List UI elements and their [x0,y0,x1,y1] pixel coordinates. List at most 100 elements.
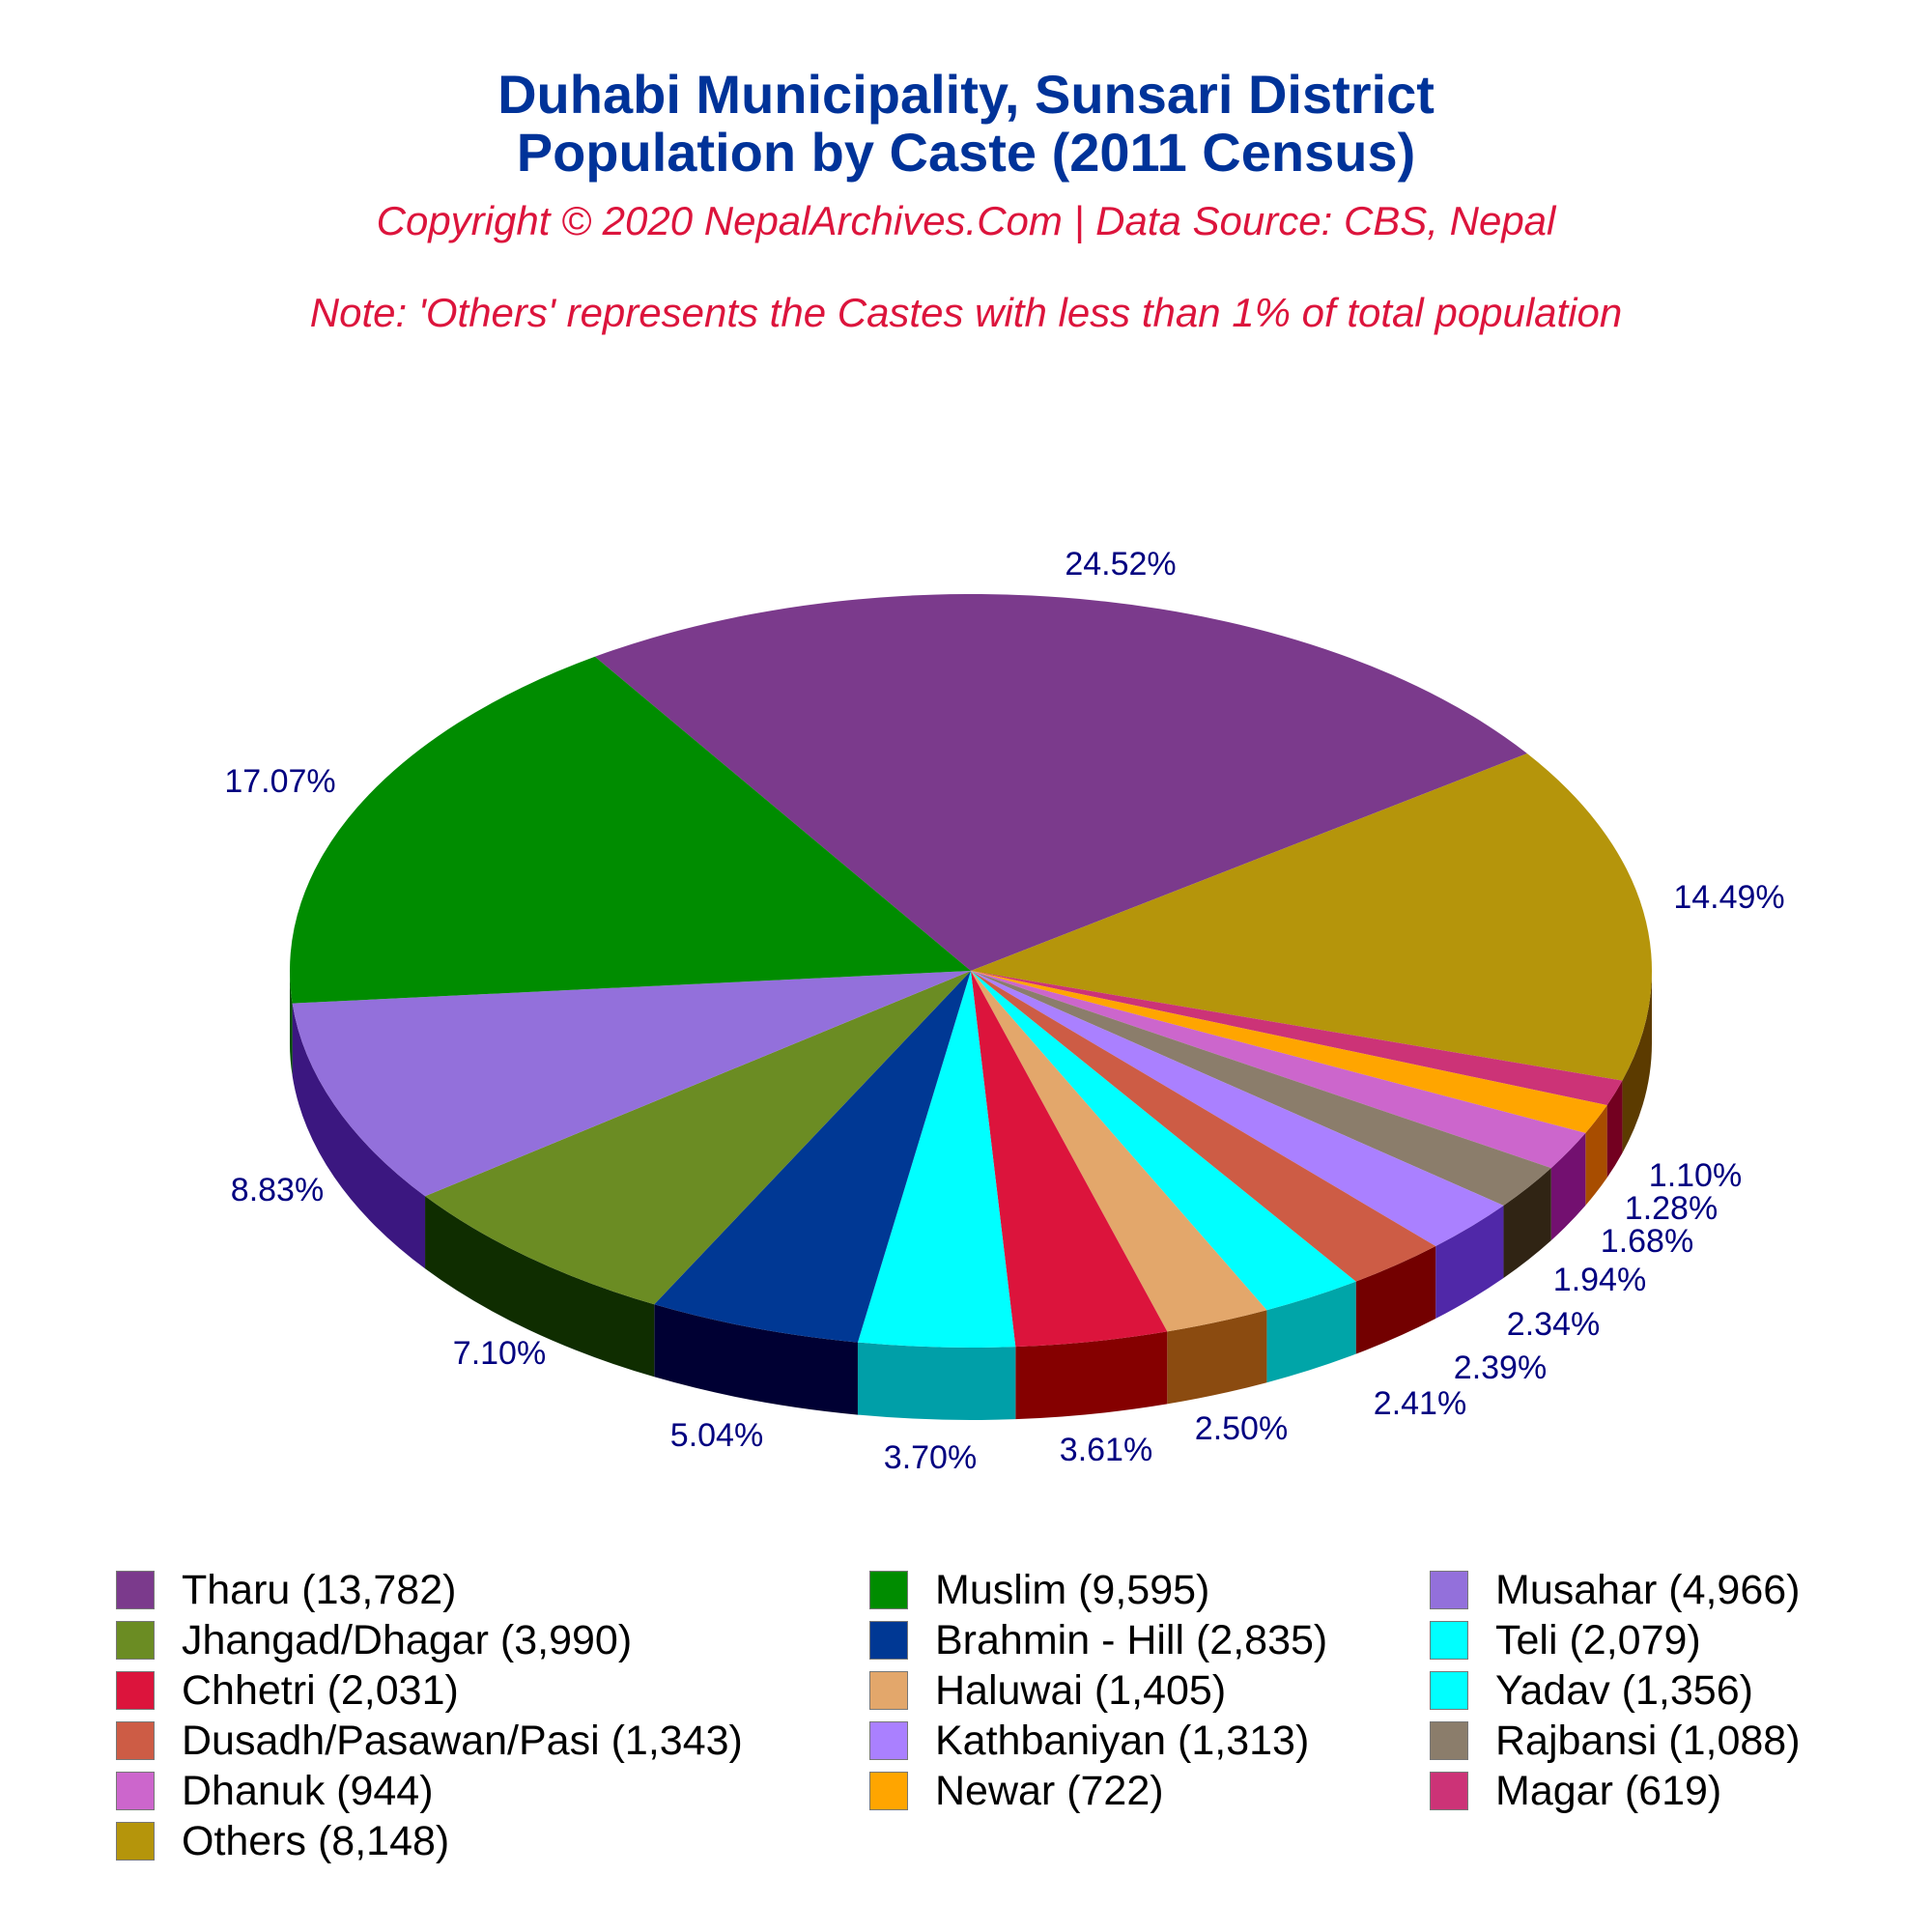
legend-label: Muslim (9,595) [935,1566,1210,1613]
pie-slice-side [1266,1281,1356,1383]
legend-label: Jhangad/Dhagar (3,990) [182,1616,633,1663]
legend-label: Musahar (4,966) [1495,1566,1801,1613]
pie-percent-label: 3.70% [884,1439,977,1476]
pie-percent-label: 2.50% [1195,1410,1288,1447]
legend-label: Dhanuk (944) [182,1767,434,1814]
legend-label: Magar (619) [1495,1767,1722,1814]
pie-slice-magar[interactable] [971,971,1623,1106]
pie-percent-label: 24.52% [1065,546,1176,582]
legend-swatch-icon [116,1772,155,1810]
legend-item: Musahar (4,966) [1430,1565,1801,1615]
pie-side-walls [290,971,1652,1420]
pie-percent-label: 1.68% [1601,1223,1693,1260]
legend-swatch-icon [116,1822,155,1861]
pie-slice-side [1585,1105,1607,1206]
copyright-text: Copyright © 2020 NepalArchives.Com | Dat… [376,198,1556,243]
legend-swatch-icon [869,1721,908,1760]
pie-slice-chhetri[interactable] [971,971,1168,1348]
legend-label: Newar (722) [935,1767,1164,1814]
pie-slice-yadav[interactable] [971,971,1356,1311]
legend-swatch-icon [869,1671,908,1710]
legend-swatch-icon [1430,1772,1468,1810]
legend-label: Brahmin - Hill (2,835) [935,1616,1328,1663]
pie-slice-side [1503,1168,1551,1278]
pie-slice-side [1622,971,1652,1153]
pie-slice-side [425,1196,655,1378]
legend-item: Others (8,148) [116,1816,449,1866]
legend-label: Rajbansi (1,088) [1495,1717,1801,1764]
legend-item: Dhanuk (944) [116,1766,434,1816]
pie-slice-kathbaniyan[interactable] [971,971,1504,1247]
pie-percent-label: 17.07% [224,763,335,800]
legend-item: Jhangad/Dhagar (3,990) [116,1615,632,1665]
pie-slice-side [1167,1310,1267,1405]
legend-swatch-icon [1430,1671,1468,1710]
pie-slice-dusadh-pasawan-pasi[interactable] [971,971,1436,1282]
legend-item: Haluwai (1,405) [869,1665,1226,1716]
pie-slice-dhanuk[interactable] [971,971,1586,1169]
pie-slice-side [290,971,293,1076]
legend-swatch-icon [869,1621,908,1660]
legend-swatch-icon [869,1772,908,1810]
note-text: Note: 'Others' represents the Castes wit… [309,290,1623,335]
legend-item: Teli (2,079) [1430,1615,1701,1665]
pie-slice-haluwai[interactable] [971,971,1267,1332]
pie-slice-newar[interactable] [971,971,1607,1133]
pie-slice-others[interactable] [971,753,1652,1081]
legend-label: Teli (2,079) [1495,1616,1701,1663]
pie-slice-side [1435,1205,1504,1320]
legend-item: Dusadh/Pasawan/Pasi (1,343) [116,1716,743,1766]
pie-slice-muslim[interactable] [289,656,971,1004]
pie-slice-musahar[interactable] [292,971,972,1197]
chart-title-line2: Population by Caste (2011 Census) [516,122,1416,183]
legend-item: Yadav (1,356) [1430,1665,1753,1716]
legend-swatch-icon [116,1721,155,1760]
chart-title-line1: Duhabi Municipality, Sunsari District [497,64,1435,125]
pie-slice-side [1606,1080,1623,1179]
pie-slice-side [292,1003,426,1269]
legend-swatch-icon [116,1671,155,1710]
legend-label: Dusadh/Pasawan/Pasi (1,343) [182,1717,743,1764]
pie-slice-side [857,1342,1016,1420]
legend-label: Yadav (1,356) [1495,1666,1753,1714]
legend-item: Newar (722) [869,1766,1164,1816]
pie-percent-label: 2.39% [1454,1350,1547,1386]
pie-percent-label: 3.61% [1060,1432,1152,1468]
legend-label: Haluwai (1,405) [935,1666,1227,1714]
pie-percent-label: 7.10% [453,1335,546,1372]
legend-swatch-icon [1430,1721,1468,1760]
pie-slice-teli[interactable] [857,971,1016,1348]
pie-percent-label: 5.04% [670,1417,763,1454]
legend-label: Tharu (13,782) [182,1566,457,1613]
legend-item: Brahmin - Hill (2,835) [869,1615,1327,1665]
pie-percent-label: 14.49% [1673,879,1784,916]
pie-slice-side [1015,1331,1168,1420]
pie-slice-jhangad-dhagar[interactable] [425,971,971,1305]
pie-percent-label: 1.10% [1649,1157,1742,1194]
pie-slice-side [1355,1246,1436,1354]
pie-top [289,594,1652,1348]
legend-label: Chhetri (2,031) [182,1666,459,1714]
pie-slice-tharu[interactable] [594,594,1527,971]
pie-percent-label: 2.41% [1374,1385,1466,1422]
legend-item: Kathbaniyan (1,313) [869,1716,1309,1766]
pie-percent-label: 1.94% [1553,1262,1646,1298]
legend-swatch-icon [116,1571,155,1609]
legend-item: Magar (619) [1430,1766,1721,1816]
legend-swatch-icon [116,1621,155,1660]
legend-item: Chhetri (2,031) [116,1665,459,1716]
pie-slice-rajbansi[interactable] [971,971,1551,1206]
pie-percent-label: 2.34% [1507,1306,1600,1343]
pie-slice-side [654,1304,858,1415]
legend-item: Rajbansi (1,088) [1430,1716,1801,1766]
legend-swatch-icon [1430,1571,1468,1609]
pie-slice-brahmin-hill[interactable] [654,971,971,1343]
legend-swatch-icon [1430,1621,1468,1660]
legend-swatch-icon [869,1571,908,1609]
pie-percent-label: 8.83% [231,1172,324,1208]
pie-percent-label: 1.28% [1625,1190,1718,1227]
legend: Tharu (13,782) Muslim (9,595) Musahar (4,9… [0,1565,1932,1893]
pie-slice-side [1550,1132,1586,1241]
legend-label: Others (8,148) [182,1817,450,1864]
